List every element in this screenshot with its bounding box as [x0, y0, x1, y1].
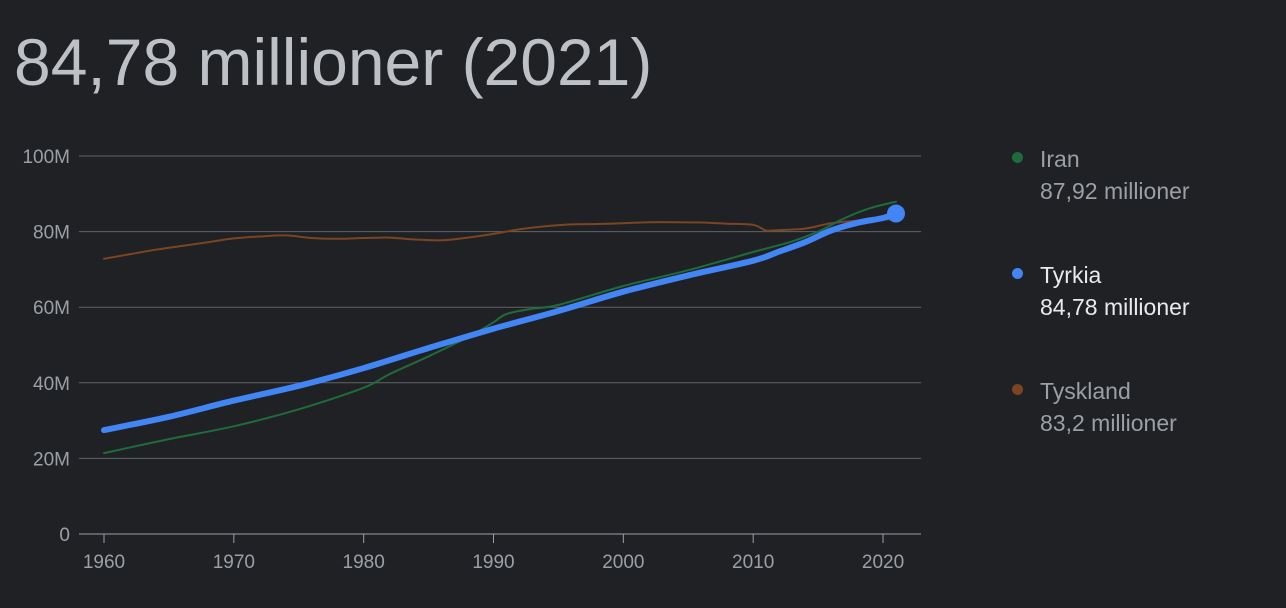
legend-item-tyskland[interactable]: Tyskland 83,2 millioner [1012, 372, 1272, 488]
y-tick-label: 20M [33, 449, 70, 470]
legend-value: 87,92 millioner [1040, 178, 1190, 204]
legend-item-tyrkia[interactable]: Tyrkia 84,78 millioner [1012, 256, 1272, 372]
x-tick-label: 2010 [732, 552, 774, 573]
legend-name: Iran [1040, 146, 1080, 172]
x-tick-label: 1990 [472, 552, 514, 573]
legend-name: Tyskland [1040, 378, 1131, 404]
highlight-point [887, 204, 905, 223]
y-tick-label: 0 [59, 525, 70, 546]
legend-value: 84,78 millioner [1040, 294, 1190, 320]
legend-name: Tyrkia [1040, 262, 1102, 288]
legend-dot-icon [1012, 268, 1023, 279]
series-line-iran [103, 200, 897, 455]
y-tick-label: 80M [33, 223, 70, 244]
legend-dot-icon [1012, 384, 1023, 395]
x-tick-label: 2020 [862, 552, 904, 573]
legend-item-iran[interactable]: Iran 87,92 millioner [1012, 140, 1272, 256]
headline-value: 84,78 millioner (2021) [14, 25, 653, 99]
y-tick-label: 40M [33, 374, 70, 395]
x-tick-label: 1970 [213, 552, 255, 573]
population-line-chart: 0 20M 40M 60M 80M 100M 1960 1970 1980 1990 2000 201… [22, 147, 921, 573]
x-tick-label: 1980 [343, 552, 385, 573]
legend: Iran 87,92 millioner Tyrkia 84,78 millio… [1012, 140, 1272, 488]
legend-value: 83,2 millioner [1040, 410, 1177, 436]
x-tick-label: 1960 [83, 552, 125, 573]
legend-dot-icon [1012, 152, 1023, 163]
y-tick-label: 60M [33, 298, 70, 319]
series-line-tyskland [103, 218, 897, 260]
x-tick-label: 2000 [602, 552, 644, 573]
series-line-tyrkia [101, 210, 899, 434]
y-tick-label: 100M [22, 147, 70, 168]
